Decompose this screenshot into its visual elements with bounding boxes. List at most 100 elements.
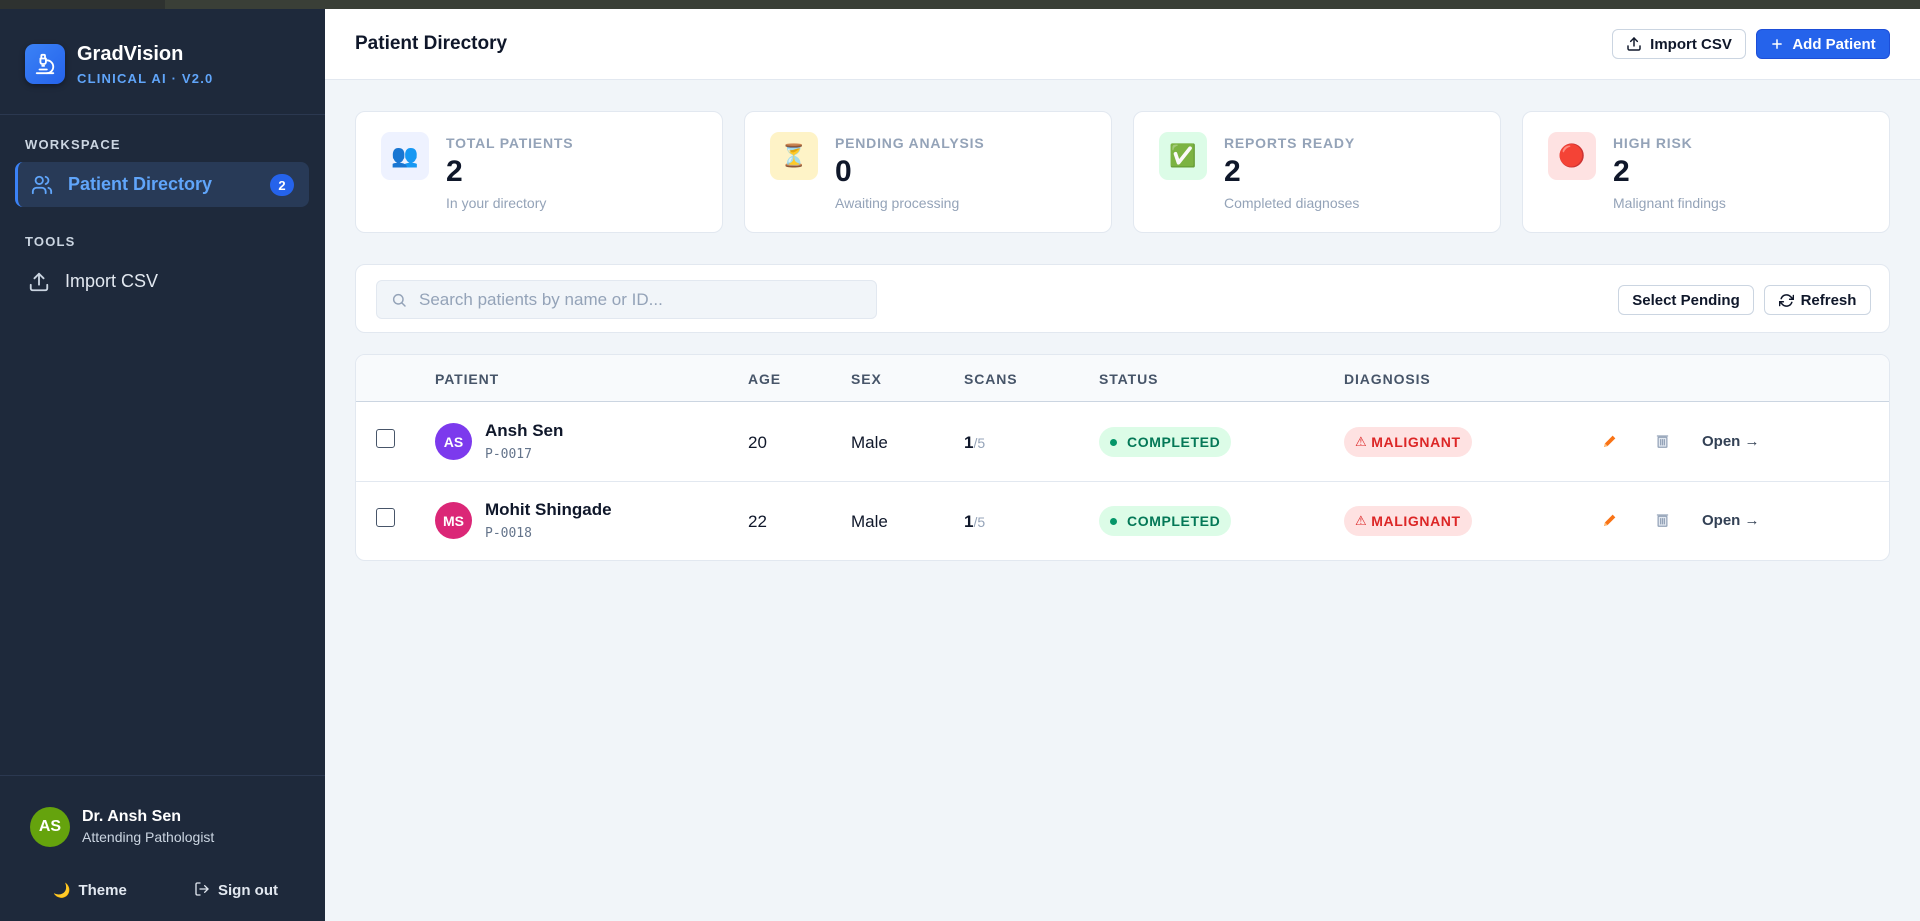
brand-name: GradVision [77,43,184,65]
row-checkbox[interactable] [376,508,395,527]
open-patient-link[interactable]: Open → [1702,512,1760,529]
status-dot-icon [1110,517,1117,525]
sidebar-item-label: Import CSV [65,271,159,291]
add-patient-button[interactable]: Add Patient [1756,29,1890,59]
scans-count: 1 [964,433,974,452]
table-row[interactable]: AS Ansh Sen P-0017 20 Male 1/5 COMPLETED… [356,403,1889,482]
upload-icon [28,271,50,293]
page-title: Patient Directory [355,33,508,54]
refresh-label: Refresh [1800,291,1857,309]
patient-scans: 1/5 [964,433,985,453]
column-header-scans: SCANS [964,371,1018,387]
stat-card-total-patients: 👥 TOTAL PATIENTS 2 In your directory [355,111,723,233]
diagnosis-text: MALIGNANT [1371,513,1461,529]
table-header: PATIENT AGE SEX SCANS STATUS DIAGNOSIS [356,355,1889,402]
column-header-diagnosis: DIAGNOSIS [1344,371,1431,387]
patients-table: PATIENT AGE SEX SCANS STATUS DIAGNOSIS A… [355,354,1890,561]
add-patient-label: Add Patient [1792,35,1876,53]
patient-scans: 1/5 [964,512,985,532]
stat-subtext: Completed diagnoses [1224,195,1360,211]
stat-value: 2 [446,155,463,188]
sign-out-button[interactable]: Sign out [194,878,278,902]
search-input[interactable] [419,289,859,310]
column-header-sex: SEX [851,371,882,387]
stat-card-pending-analysis: ⏳ PENDING ANALYSIS 0 Awaiting processing [744,111,1112,233]
section-label-tools: TOOLS [25,234,76,249]
refresh-button[interactable]: Refresh [1764,285,1871,315]
patient-age: 20 [748,433,767,452]
sign-out-label: Sign out [218,881,278,899]
edit-pencil-icon[interactable] [1600,510,1620,530]
stat-subtext: In your directory [446,195,547,211]
warning-icon: ⚠ [1355,513,1368,528]
users-icon [31,174,53,196]
sidebar-item-import-csv[interactable]: Import CSV [15,259,309,304]
stat-value: 2 [1224,155,1241,188]
status-dot-icon [1110,438,1117,446]
patient-id: P-0018 [485,526,532,541]
plus-icon [1770,37,1784,51]
browser-top-strip [0,0,1920,9]
status-badge: COMPLETED [1099,427,1232,457]
sidebar-item-label: Patient Directory [68,174,213,194]
patient-id: P-0017 [485,447,532,462]
column-header-age: AGE [748,371,782,387]
diagnosis-text: MALIGNANT [1371,434,1461,450]
sidebar-item-patient-directory[interactable]: Patient Directory 2 [15,162,309,207]
users-icon: 👥 [381,132,429,180]
user-role: Attending Pathologist [82,829,215,845]
status-text: COMPLETED [1127,513,1221,529]
status-badge: COMPLETED [1099,506,1232,536]
row-checkbox[interactable] [376,429,395,448]
brand-subtitle: CLINICAL AI · V2.0 [77,71,214,86]
red-circle-icon: 🔴 [1548,132,1596,180]
sidebar: GradVision CLINICAL AI · V2.0 WORKSPACE … [0,9,325,921]
patient-age: 22 [748,512,767,531]
column-header-status: STATUS [1099,371,1159,387]
edit-pencil-icon[interactable] [1600,431,1620,451]
import-csv-button[interactable]: Import CSV [1612,29,1746,59]
upload-icon [1626,36,1642,52]
check-box-icon: ✅ [1159,132,1207,180]
patient-sex: Male [851,512,888,531]
status-text: COMPLETED [1127,434,1221,450]
top-header: Patient Directory Import CSV Add Patient [325,9,1920,80]
stat-subtext: Awaiting processing [835,195,960,211]
diagnosis-badge: ⚠ MALIGNANT [1344,427,1472,457]
stat-label: PENDING ANALYSIS [835,135,985,151]
stat-label: REPORTS READY [1224,135,1355,151]
theme-button[interactable]: 🌙 Theme [53,878,127,902]
table-row[interactable]: MS Mohit Shingade P-0018 22 Male 1/5 COM… [356,482,1889,560]
stat-subtext: Malignant findings [1613,195,1726,211]
warning-icon: ⚠ [1355,434,1368,449]
moon-icon: 🌙 [53,881,71,898]
stat-label: HIGH RISK [1613,135,1693,151]
scans-count: 1 [964,512,974,531]
select-pending-button[interactable]: Select Pending [1618,285,1754,315]
user-profile: AS Dr. Ansh Sen Attending Pathologist 🌙 … [0,775,325,921]
patient-name: Ansh Sen [485,421,564,440]
stat-value: 0 [835,155,852,188]
trash-icon[interactable] [1652,431,1672,451]
open-patient-link[interactable]: Open → [1702,433,1760,450]
scans-total: /5 [973,435,986,451]
stat-label: TOTAL PATIENTS [446,135,574,151]
import-csv-label: Import CSV [1650,35,1732,53]
search-box [376,280,877,319]
trash-icon[interactable] [1652,510,1672,530]
stat-card-reports-ready: ✅ REPORTS READY 2 Completed diagnoses [1133,111,1501,233]
sign-out-icon [194,881,210,900]
user-name: Dr. Ansh Sen [82,808,181,825]
refresh-icon [1778,293,1794,308]
search-icon [391,292,407,308]
stat-card-high-risk: 🔴 HIGH RISK 2 Malignant findings [1522,111,1890,233]
microscope-logo-icon [25,44,65,84]
diagnosis-badge: ⚠ MALIGNANT [1344,506,1472,536]
patient-avatar: AS [435,423,472,460]
theme-label: Theme [78,881,127,899]
section-label-workspace: WORKSPACE [25,137,121,152]
column-header-patient: PATIENT [435,371,500,387]
patient-avatar: MS [435,502,472,539]
stat-value: 2 [1613,155,1630,188]
scans-total: /5 [973,514,986,530]
